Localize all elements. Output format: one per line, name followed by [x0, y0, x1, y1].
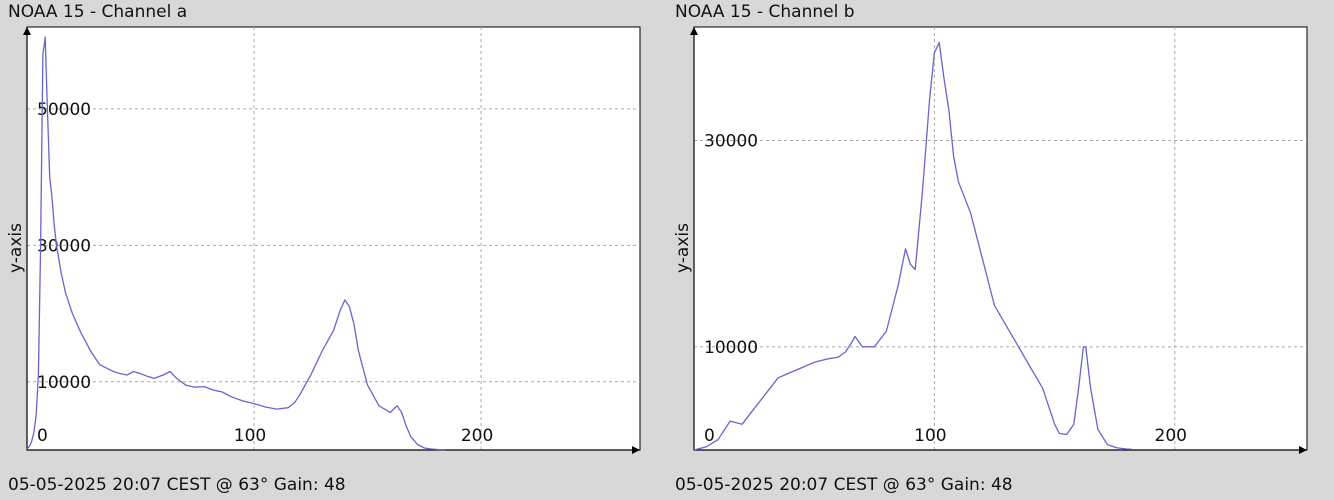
- y-tick-label: 30000: [704, 131, 758, 151]
- x-axis-arrow: [1299, 446, 1307, 454]
- plot-background: [26, 26, 641, 451]
- y-tick-label: 50000: [37, 100, 91, 120]
- y-axis-arrow: [690, 27, 698, 35]
- plot-area: 0 100 200 10000 30000 50000: [23, 26, 641, 454]
- chart-footer-status: 05-05-2025 20:07 CEST @ 63° Gain: 48: [8, 475, 346, 495]
- x-tick-label: 0: [37, 426, 48, 446]
- x-tick-label: 200: [461, 426, 493, 446]
- series-line: [693, 41, 1132, 451]
- chart-panel-channel-b: NOAA 15 - Channel b y-axis 0 100 200 10000 3…: [667, 0, 1334, 500]
- x-tick-label: 200: [1155, 426, 1187, 446]
- plot-background: [693, 26, 1308, 451]
- x-tick-label: 100: [234, 426, 266, 446]
- chart-panel-channel-a: NOAA 15 - Channel a y-axis 0 100 200 10000 3…: [6, 2, 641, 495]
- chart-title: NOAA 15 - Channel a: [8, 2, 188, 22]
- y-tick-label: 10000: [37, 373, 91, 393]
- x-axis-arrow: [632, 446, 640, 454]
- y-tick-label: 10000: [704, 338, 758, 358]
- x-tick-label: 100: [914, 426, 946, 446]
- y-axis-arrow: [23, 27, 31, 35]
- chart-title: NOAA 15 - Channel b: [675, 2, 855, 22]
- x-tick-label: 0: [704, 426, 715, 446]
- y-tick-label: 30000: [37, 236, 91, 256]
- chart-footer-status: 05-05-2025 20:07 CEST @ 63° Gain: 48: [675, 475, 1013, 495]
- series-line: [26, 36, 445, 451]
- plot-area: 0 100 200 10000 30000: [690, 26, 1308, 454]
